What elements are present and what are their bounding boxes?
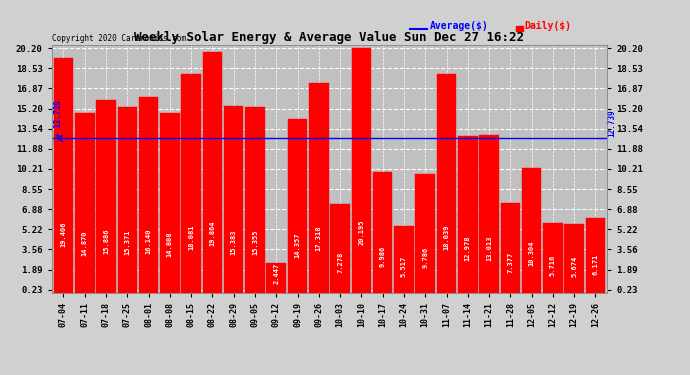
- Text: 2.447: 2.447: [273, 262, 279, 284]
- Text: 9.786: 9.786: [422, 246, 428, 268]
- Text: 15.371: 15.371: [124, 230, 130, 255]
- Bar: [266, 263, 286, 292]
- Bar: [543, 224, 563, 292]
- Text: 19.864: 19.864: [210, 220, 215, 246]
- Bar: [458, 135, 477, 292]
- Text: 18.081: 18.081: [188, 224, 194, 249]
- Text: 10.304: 10.304: [529, 241, 535, 266]
- Bar: [139, 97, 159, 292]
- Bar: [309, 83, 328, 292]
- Text: 16.140: 16.140: [146, 228, 152, 254]
- Text: 5.674: 5.674: [571, 255, 578, 276]
- Text: 7.377: 7.377: [507, 252, 513, 273]
- Text: 17.318: 17.318: [316, 226, 322, 251]
- Text: 14.870: 14.870: [81, 231, 88, 256]
- Text: 7.278: 7.278: [337, 252, 343, 273]
- Bar: [437, 74, 456, 292]
- Text: 15.886: 15.886: [103, 229, 109, 254]
- Bar: [415, 174, 435, 292]
- Text: 5.517: 5.517: [401, 256, 407, 277]
- Bar: [500, 203, 520, 292]
- Bar: [373, 172, 393, 292]
- Text: 15.383: 15.383: [230, 230, 237, 255]
- Text: 5.716: 5.716: [550, 255, 556, 276]
- Bar: [181, 74, 201, 292]
- Bar: [394, 226, 414, 292]
- Bar: [352, 48, 371, 292]
- Bar: [480, 135, 499, 292]
- Text: 15.355: 15.355: [252, 230, 258, 255]
- Bar: [564, 224, 584, 292]
- Text: 12.739: 12.739: [607, 109, 616, 136]
- Text: Daily($): Daily($): [524, 21, 571, 32]
- Text: Average($): Average($): [429, 21, 489, 32]
- Bar: [117, 106, 137, 292]
- Text: 13.013: 13.013: [486, 235, 492, 261]
- Title: Weekly Solar Energy & Average Value Sun Dec 27 16:22: Weekly Solar Energy & Average Value Sun …: [135, 31, 524, 44]
- Bar: [288, 119, 307, 292]
- Text: 12.978: 12.978: [465, 235, 471, 261]
- Bar: [96, 100, 116, 292]
- Bar: [245, 107, 265, 292]
- Bar: [522, 168, 542, 292]
- Text: 19.406: 19.406: [61, 221, 66, 247]
- Text: + 12.739: + 12.739: [54, 100, 63, 136]
- Bar: [160, 113, 179, 292]
- Bar: [54, 58, 73, 292]
- Bar: [203, 52, 222, 292]
- Bar: [75, 112, 95, 292]
- Text: Copyright 2020 Cartronics.com: Copyright 2020 Cartronics.com: [52, 33, 186, 42]
- Text: 18.039: 18.039: [444, 224, 449, 250]
- Text: 14.357: 14.357: [295, 232, 301, 258]
- Bar: [331, 204, 350, 292]
- Text: 14.808: 14.808: [167, 231, 173, 256]
- Text: 6.171: 6.171: [593, 254, 598, 275]
- Text: 20.195: 20.195: [358, 219, 364, 245]
- Bar: [586, 218, 605, 292]
- Text: 9.986: 9.986: [380, 246, 386, 267]
- Bar: [224, 106, 244, 292]
